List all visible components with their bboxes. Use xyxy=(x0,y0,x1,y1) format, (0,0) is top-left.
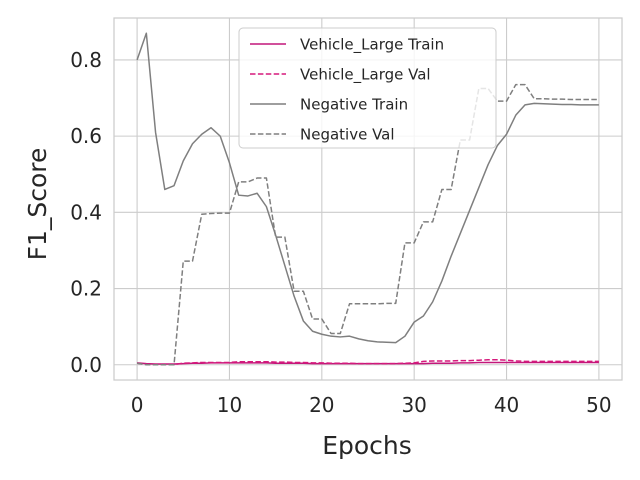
plot-border xyxy=(113,17,623,381)
x-tick-label: 0 xyxy=(131,393,144,417)
series-line-1 xyxy=(136,359,599,366)
legend-label-1: Vehicle_Large Val xyxy=(300,66,431,85)
x-tick-labels: 0 10 20 30 40 50 xyxy=(131,393,612,417)
series-layer xyxy=(136,32,599,366)
y-tick-label: 0.8 xyxy=(70,48,102,72)
x-tick-label: 40 xyxy=(494,393,519,417)
x-tick-label: 10 xyxy=(217,393,242,417)
series-line-2 xyxy=(136,32,599,344)
legend-box xyxy=(238,27,497,149)
legend-label-0: Vehicle_Large Train xyxy=(300,36,444,55)
y-tick-label: 0.2 xyxy=(70,277,102,301)
y-axis-label: F1_Score xyxy=(23,148,52,261)
legend: Vehicle_Large Train Vehicle_Large Val Nega… xyxy=(238,27,497,149)
legend-label-2: Negative Train xyxy=(300,96,408,114)
y-tick-label: 0.4 xyxy=(70,200,102,224)
legend-label-3: Negative Val xyxy=(300,126,395,144)
x-tick-label: 20 xyxy=(309,393,334,417)
x-axis-label: Epochs xyxy=(322,431,412,460)
x-tick-label: 30 xyxy=(401,393,426,417)
y-tick-label: 0.0 xyxy=(70,353,102,377)
x-tick-label: 50 xyxy=(586,393,611,417)
y-tick-label: 0.6 xyxy=(70,124,102,148)
y-tick-labels: 0.0 0.2 0.4 0.6 0.8 xyxy=(70,48,102,377)
series-line-3 xyxy=(136,83,599,366)
